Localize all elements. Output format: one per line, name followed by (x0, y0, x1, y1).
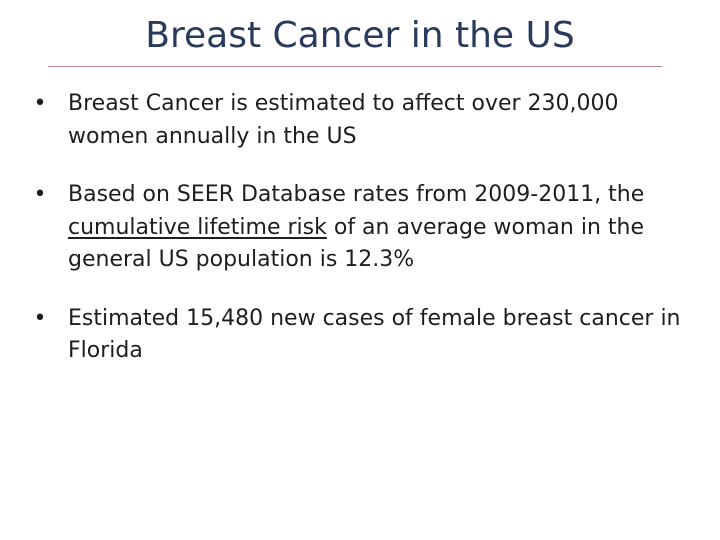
bullet-item: • Breast Cancer is estimated to affect o… (30, 88, 690, 153)
bullet-dot-icon: • (33, 305, 47, 331)
bullet-text: Breast Cancer is estimated to affect ove… (68, 91, 619, 149)
underlined-term: cumulative lifetime risk (68, 214, 327, 240)
title-divider (48, 66, 662, 67)
bullet-item: • Estimated 15,480 new cases of female b… (30, 303, 690, 368)
bullet-dot-icon: • (33, 182, 47, 207)
bullet-text: Estimated 15,480 new cases of female bre… (68, 305, 681, 364)
bullet-item: • Based on SEER Database rates from 2009… (30, 179, 690, 277)
bullet-text-after: of an average woman in the general US po… (68, 214, 644, 273)
bullet-list: • Breast Cancer is estimated to affect o… (30, 88, 690, 394)
slide-title: Breast Cancer in the US (145, 15, 575, 56)
bullet-dot-icon: • (33, 91, 47, 116)
bullet-text-before: Based on SEER Database rates from 2009-2… (68, 182, 645, 207)
